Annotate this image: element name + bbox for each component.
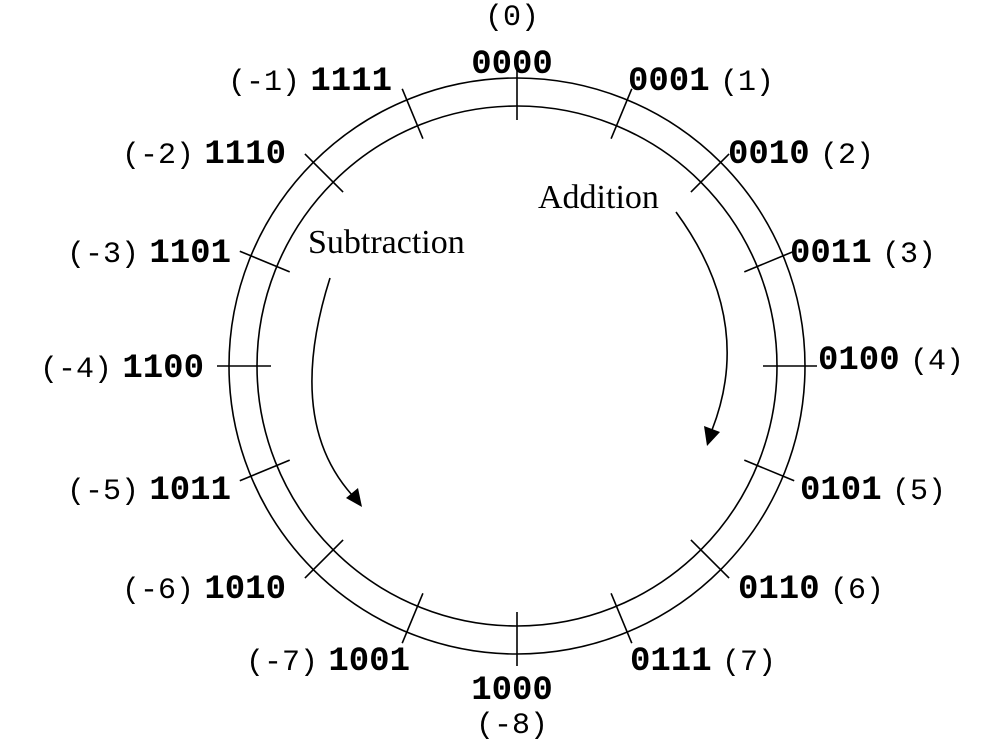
binary-value-label: 0110 [738, 571, 820, 609]
decimal-value-label: (-3) [67, 238, 139, 272]
position-tick [239, 459, 291, 482]
position-tick [690, 539, 730, 579]
decimal-value-label: (-5) [67, 475, 139, 509]
decimal-value-label: (6) [830, 574, 884, 608]
binary-value-label: 1010 [204, 571, 286, 609]
addition-arrow-head [704, 426, 720, 446]
decimal-value-label: (-8) [476, 709, 548, 743]
addition-annotation: Addition [538, 179, 728, 446]
position-tick [304, 539, 344, 579]
position-tick [743, 250, 795, 273]
subtraction-arrow [311, 277, 353, 496]
position-tick [304, 153, 344, 193]
subtraction-annotation: Subtraction [308, 224, 465, 507]
position-tick [610, 592, 633, 644]
wheel [217, 66, 817, 666]
binary-value-label: 0001 [628, 63, 710, 101]
position-ticks [217, 66, 817, 666]
addition-label: Addition [538, 179, 659, 216]
binary-value-label: 1100 [122, 350, 204, 388]
position-tick [401, 88, 424, 140]
binary-value-label: 0111 [630, 643, 712, 681]
decimal-value-label: (1) [720, 66, 774, 100]
position-tick [239, 250, 291, 273]
binary-value-label: 0100 [818, 342, 900, 380]
position-tick [610, 88, 633, 140]
binary-value-label: 1000 [471, 672, 553, 710]
decimal-value-label: (-6) [122, 574, 194, 608]
position-tick [743, 459, 795, 482]
position-tick [690, 153, 730, 193]
subtraction-label: Subtraction [308, 224, 465, 261]
decimal-value-label: (2) [820, 139, 874, 173]
decimal-value-label: (-1) [228, 66, 300, 100]
subtraction-arrow-head [346, 488, 362, 507]
binary-value-label: 1011 [149, 472, 231, 510]
addition-arrow [675, 211, 728, 431]
position-tick [401, 592, 424, 644]
decimal-value-label: (-7) [246, 646, 318, 680]
decimal-value-label: (-2) [122, 139, 194, 173]
decimal-value-label: (5) [892, 475, 946, 509]
binary-value-label: 0000 [471, 46, 553, 84]
decimal-value-label: (7) [722, 646, 776, 680]
decimal-value-label: (0) [485, 1, 539, 35]
binary-value-label: 1110 [204, 136, 286, 174]
decimal-value-label: (-4) [40, 353, 112, 387]
binary-value-label: 0011 [790, 235, 872, 273]
binary-value-label: 1111 [310, 63, 392, 101]
decimal-value-label: (3) [882, 238, 936, 272]
binary-value-label: 0010 [728, 136, 810, 174]
value-labels: 0000 (0) 0001 (1) 0010 (2) 0011 (3) 0100 (4) 0101 (… [40, 1, 964, 743]
binary-value-label: 1001 [328, 643, 410, 681]
binary-value-label: 0101 [800, 472, 882, 510]
decimal-value-label: (4) [910, 345, 964, 379]
binary-value-label: 1101 [149, 235, 231, 273]
